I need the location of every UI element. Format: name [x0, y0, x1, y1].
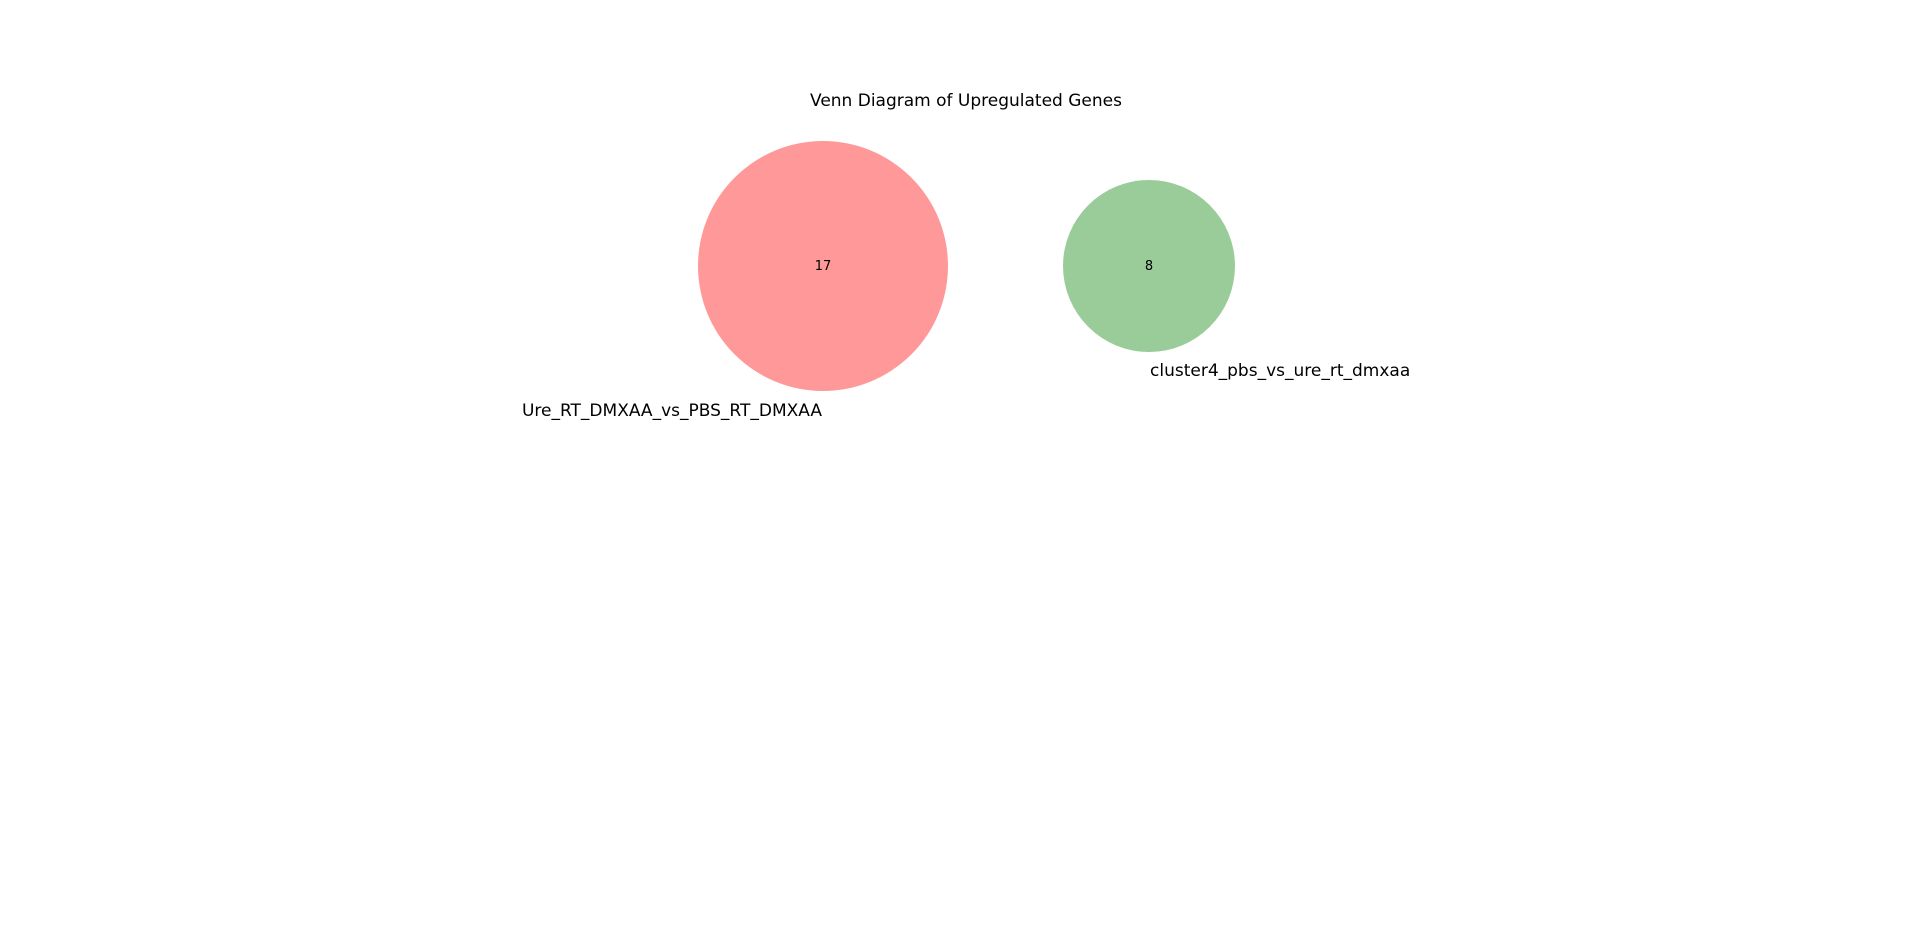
set-b-count: 8	[1145, 259, 1153, 274]
set-b-label: cluster4_pbs_vs_ure_rt_dmxaa	[1150, 361, 1410, 381]
set-a-label: Ure_RT_DMXAA_vs_PBS_RT_DMXAA	[522, 401, 822, 421]
diagram-title: Venn Diagram of Upregulated Genes	[810, 91, 1122, 111]
set-a-circle	[698, 141, 948, 391]
set-a-count: 17	[815, 259, 832, 274]
set-b-circle	[1063, 180, 1235, 352]
